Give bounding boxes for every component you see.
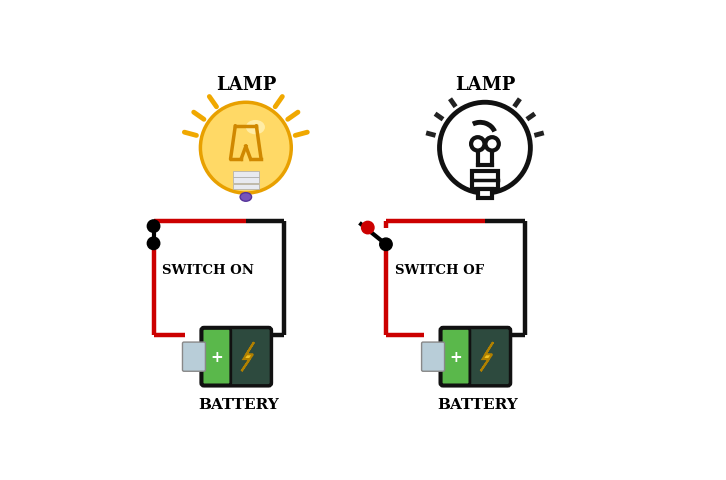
FancyBboxPatch shape (422, 342, 444, 372)
Circle shape (486, 138, 499, 151)
FancyBboxPatch shape (478, 190, 492, 199)
Ellipse shape (240, 193, 252, 202)
FancyBboxPatch shape (233, 178, 259, 184)
FancyBboxPatch shape (440, 328, 510, 386)
Circle shape (471, 138, 484, 151)
Text: +: + (449, 349, 462, 364)
Circle shape (147, 220, 160, 233)
Circle shape (380, 239, 392, 251)
FancyBboxPatch shape (233, 184, 259, 190)
Text: SWITCH ON: SWITCH ON (162, 264, 254, 277)
FancyBboxPatch shape (472, 172, 498, 190)
FancyBboxPatch shape (441, 329, 470, 385)
FancyBboxPatch shape (182, 342, 205, 372)
Text: SWITCH OF: SWITCH OF (394, 264, 484, 277)
Text: +: + (210, 349, 223, 364)
Circle shape (362, 222, 374, 234)
Circle shape (439, 103, 531, 194)
FancyBboxPatch shape (233, 172, 259, 178)
Text: BATTERY: BATTERY (437, 397, 518, 411)
FancyBboxPatch shape (201, 328, 272, 386)
Circle shape (147, 238, 160, 250)
Polygon shape (481, 343, 493, 372)
Ellipse shape (246, 120, 265, 135)
FancyBboxPatch shape (202, 329, 231, 385)
Circle shape (200, 103, 291, 194)
Text: BATTERY: BATTERY (198, 397, 279, 411)
Polygon shape (242, 343, 254, 372)
Text: LAMP: LAMP (216, 75, 276, 94)
Text: LAMP: LAMP (454, 75, 515, 94)
